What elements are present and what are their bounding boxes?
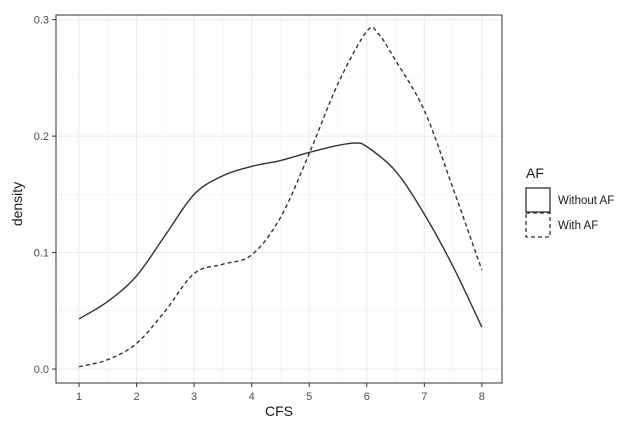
legend: AF Without AF With AF xyxy=(525,165,614,238)
y-tick-label: 0.1 xyxy=(34,248,49,260)
panel-background xyxy=(56,15,502,383)
x-tick-label: 1 xyxy=(76,391,82,403)
plot-panel xyxy=(56,15,502,383)
axes: 1 2 3 4 5 6 7 8 0.0 0.1 0.2 0.3 xyxy=(34,15,485,403)
legend-title: AF xyxy=(526,165,544,181)
x-tick-label: 4 xyxy=(249,391,255,403)
grid-lines xyxy=(56,15,502,383)
legend-key-with-af xyxy=(525,212,551,238)
x-tick-label: 8 xyxy=(479,391,485,403)
x-axis-title: CFS xyxy=(265,403,293,419)
x-tick-label: 3 xyxy=(191,391,197,403)
legend-label-with-af: With AF xyxy=(558,220,598,232)
series-line-with-af xyxy=(78,26,483,368)
y-tick-label: 0.2 xyxy=(34,131,49,143)
legend-item-without-af: Without AF xyxy=(525,187,614,213)
x-tick-label: 7 xyxy=(421,391,427,403)
legend-label-without-af: Without AF xyxy=(558,195,614,207)
y-tick-label: 0.0 xyxy=(34,364,49,376)
legend-key-without-af xyxy=(525,187,551,213)
y-axis-title: density xyxy=(9,182,25,226)
x-tick-label: 6 xyxy=(364,391,370,403)
series-line-without-af xyxy=(78,142,483,328)
y-tick-label: 0.3 xyxy=(34,15,49,27)
series-lines xyxy=(78,26,483,368)
x-tick-label: 5 xyxy=(306,391,312,403)
legend-item-with-af: With AF xyxy=(525,212,598,238)
panel-border xyxy=(55,14,503,384)
x-tick-label: 2 xyxy=(134,391,140,403)
